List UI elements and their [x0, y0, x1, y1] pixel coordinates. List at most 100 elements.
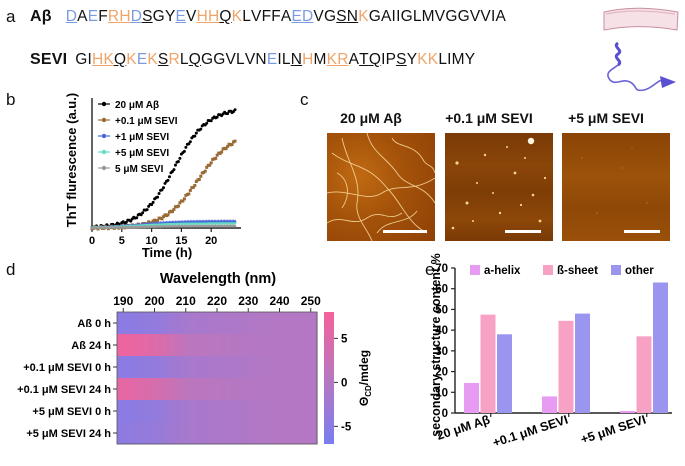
- heatmap-cell: [249, 378, 254, 401]
- heatmap-cell: [185, 312, 190, 335]
- data-point: [224, 147, 228, 151]
- residue: G: [368, 8, 381, 25]
- heatmap-cell: [265, 356, 270, 379]
- residue: E: [175, 8, 187, 25]
- heatmap-cell: [209, 312, 214, 335]
- data-point: [205, 121, 209, 125]
- residue: V: [251, 8, 262, 25]
- heatmap-cell: [301, 422, 306, 445]
- heatmap-cell: [125, 334, 130, 357]
- x-tick-label: 190: [113, 294, 133, 308]
- heatmap-cell: [225, 312, 230, 335]
- residue: K: [103, 51, 114, 68]
- heatmap-cell: [213, 334, 218, 357]
- heatmap-cell: [177, 378, 182, 401]
- heatmap-cell: [265, 312, 270, 335]
- data-point: [209, 161, 213, 165]
- heatmap-cell: [161, 378, 166, 401]
- heatmap-cell: [169, 334, 174, 357]
- heatmap-cell: [273, 334, 278, 357]
- heatmap-cell: [313, 422, 318, 445]
- y-tick-label: 50: [435, 304, 448, 316]
- heatmap-cell: [165, 334, 170, 357]
- heatmap-cell: [197, 334, 202, 357]
- heatmap-cell: [169, 356, 174, 379]
- heatmap-cell: [181, 312, 186, 335]
- residue: V: [186, 8, 197, 25]
- legend-marker: [101, 149, 107, 155]
- heatmap-cell: [253, 312, 258, 335]
- residue: N: [290, 51, 303, 68]
- data-point: [160, 188, 164, 192]
- residue: R: [168, 51, 180, 68]
- heatmap-cell: [273, 312, 278, 335]
- data-point: [197, 177, 201, 181]
- residue: G: [445, 8, 458, 25]
- bar-sheet: [636, 336, 652, 413]
- row-label: +5 μM SEVI 0 h: [32, 406, 111, 418]
- y-tick-label: 60: [435, 284, 448, 296]
- residue: L: [438, 51, 448, 68]
- heatmap-cell: [245, 422, 250, 445]
- category-label: +5 μM SEVI: [579, 413, 648, 447]
- residue: G: [213, 51, 226, 68]
- heatmap-cell: [269, 422, 274, 445]
- row-label: +0.1 μM SEVI 24 h: [17, 384, 111, 396]
- heatmap-cell: [189, 422, 194, 445]
- data-point: [162, 186, 166, 190]
- residue: P: [385, 51, 397, 68]
- heatmap-cell: [117, 422, 122, 445]
- data-point: [214, 156, 218, 160]
- legend-swatch: [543, 265, 553, 275]
- heatmap-cell: [161, 422, 166, 445]
- heatmap-cell: [233, 378, 238, 401]
- heatmap-cell: [285, 334, 290, 357]
- legend-label: other: [625, 265, 654, 277]
- residue: A: [280, 8, 292, 25]
- heatmap-cell: [237, 334, 242, 357]
- heatmap-cell: [269, 378, 274, 401]
- heatmap-cell: [293, 422, 298, 445]
- heatmap-cell: [173, 334, 178, 357]
- heatmap-cell: [229, 378, 234, 401]
- heatmap-cell: [257, 422, 262, 445]
- residue: Y: [464, 51, 476, 68]
- heatmap-cell: [141, 378, 146, 401]
- data-point: [184, 145, 188, 149]
- heatmap-cell: [293, 312, 298, 335]
- residue: L: [242, 8, 252, 25]
- heatmap-cell: [129, 312, 134, 335]
- y-tick-label: 40: [435, 325, 448, 337]
- abeta-sequence-name: Aβ: [30, 8, 52, 25]
- heatmap-cell: [273, 400, 278, 423]
- heatmap-cell: [265, 400, 270, 423]
- residue: V: [434, 8, 446, 25]
- heatmap-cell: [257, 400, 262, 423]
- heatmap-cell: [281, 334, 286, 357]
- residue: G: [200, 51, 214, 68]
- data-point: [124, 220, 128, 224]
- residue: L: [236, 51, 245, 68]
- panel-label-a: a: [6, 7, 16, 26]
- residue: Q: [368, 51, 382, 68]
- data-point: [160, 217, 164, 221]
- heatmap-cell: [309, 400, 314, 423]
- heatmap-cell: [221, 400, 226, 423]
- residue: I: [391, 8, 397, 25]
- residue: H: [119, 8, 131, 25]
- heatmap-cell: [137, 422, 142, 445]
- heatmap-cell: [161, 356, 166, 379]
- heatmap-cell: [233, 334, 238, 357]
- heatmap-row: [117, 378, 318, 401]
- heatmap-cell: [309, 312, 314, 335]
- heatmap-cell: [293, 356, 298, 379]
- heatmap-cell: [185, 400, 190, 423]
- heatmap-cell: [233, 400, 238, 423]
- heatmap-cell: [137, 400, 142, 423]
- heatmap-cell: [121, 400, 126, 423]
- heatmap-cell: [169, 378, 174, 401]
- heatmap-cell: [253, 400, 258, 423]
- residue: H: [302, 51, 314, 68]
- heatmap-cell: [201, 400, 206, 423]
- legend-swatch: [611, 265, 621, 275]
